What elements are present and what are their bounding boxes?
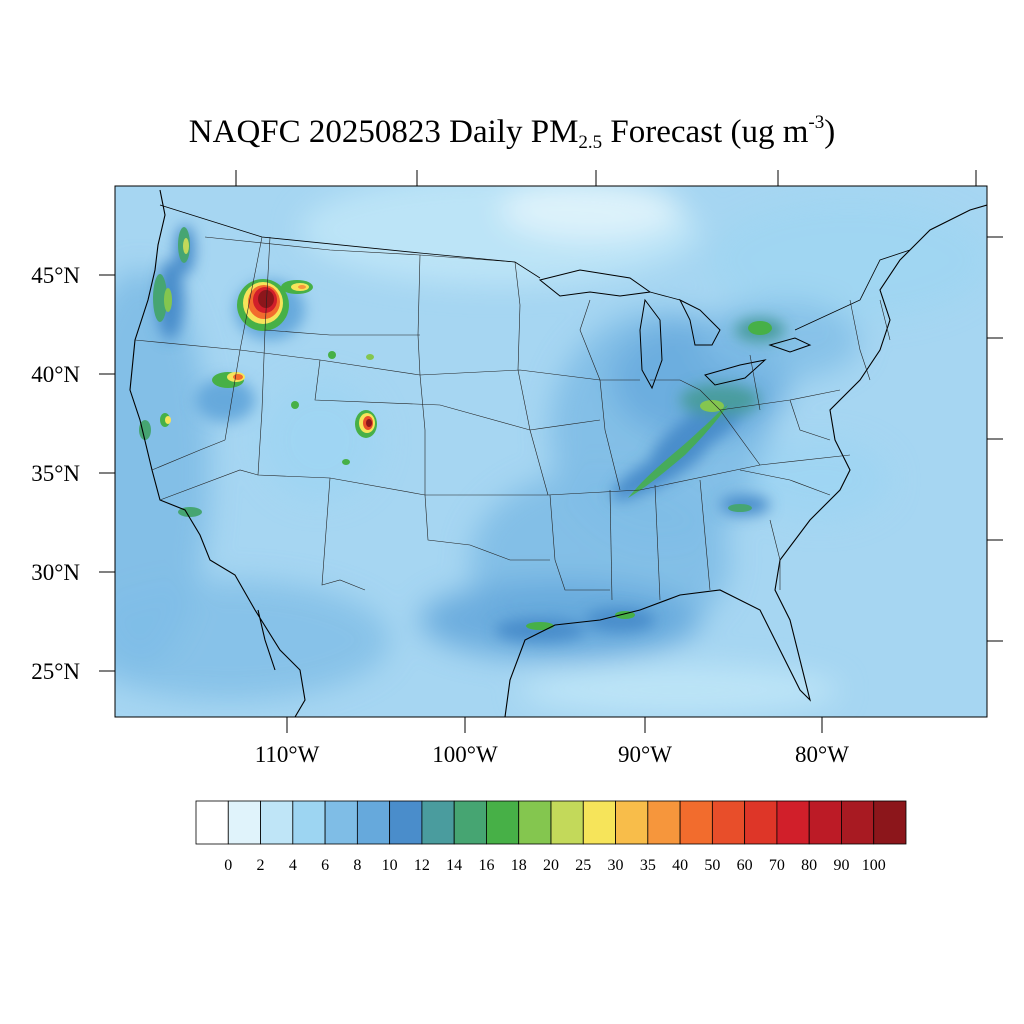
colorbar-label: 14 bbox=[446, 857, 462, 874]
colorbar-swatch bbox=[356, 800, 391, 845]
colorbar-swatch bbox=[292, 800, 326, 845]
lon-label-110w: 110°W bbox=[255, 742, 320, 767]
colorbar-swatch bbox=[486, 800, 520, 845]
colorbar-swatch bbox=[841, 800, 875, 845]
lat-label-30: 30°N bbox=[31, 560, 80, 585]
colorbar-label: 30 bbox=[608, 857, 624, 874]
colorbar-label: 35 bbox=[640, 857, 656, 874]
map-frame bbox=[114, 185, 988, 718]
colorbar-label: 8 bbox=[353, 857, 361, 874]
colorbar-label: 100 bbox=[862, 857, 886, 874]
lon-label-90w: 90°W bbox=[618, 742, 672, 767]
colorbar-swatch bbox=[808, 800, 842, 845]
colorbar-swatch bbox=[518, 800, 552, 845]
colorbar-label: 16 bbox=[478, 857, 494, 874]
colorbar-swatch bbox=[453, 800, 487, 845]
colorbar-label: 10 bbox=[382, 857, 398, 874]
colorbar-swatch bbox=[227, 800, 261, 845]
lat-label-40: 40°N bbox=[31, 362, 80, 387]
latitude-labels: 25°N 30°N 35°N 40°N 45°N bbox=[31, 263, 80, 684]
colorbar-swatch bbox=[421, 800, 455, 845]
colorbar-swatch bbox=[615, 800, 649, 845]
colorbar-label: 90 bbox=[833, 857, 849, 874]
colorbar-swatch bbox=[195, 800, 229, 845]
colorbar-swatch bbox=[324, 800, 358, 845]
concentration-field bbox=[115, 186, 987, 717]
colorbar-swatch bbox=[679, 800, 713, 845]
colorbar-label: 2 bbox=[257, 857, 265, 874]
colorbar-label: 60 bbox=[737, 857, 753, 874]
state-boundaries bbox=[134, 236, 891, 601]
colorbar-swatch bbox=[582, 800, 616, 845]
lat-label-25: 25°N bbox=[31, 659, 80, 684]
colorbar-swatch bbox=[550, 800, 584, 845]
colorbar-label: 25 bbox=[575, 857, 591, 874]
colorbar-swatch bbox=[776, 800, 810, 845]
colorbar-label: 4 bbox=[289, 857, 297, 874]
colorbar-label: 12 bbox=[414, 857, 430, 874]
colorbar-swatch bbox=[744, 800, 778, 845]
colorbar-swatch bbox=[711, 800, 746, 845]
colorbar: 0 2 4 6 8 10 12 14 16 18 20 25 30 35 40 50 60 70 80 90 100 bbox=[195, 800, 907, 874]
colorbar-label: 80 bbox=[801, 857, 817, 874]
colorbar-label: 6 bbox=[321, 857, 329, 874]
map-title: NAQFC 20250823 Daily PM2.5 Forecast (ug … bbox=[188, 112, 836, 153]
colorbar-swatch bbox=[260, 800, 294, 845]
great-lakes bbox=[538, 269, 812, 390]
longitude-labels: 110°W 100°W 90°W 80°W bbox=[255, 742, 850, 767]
canada-border bbox=[159, 204, 911, 331]
colorbar-label: 18 bbox=[511, 857, 527, 874]
colorbar-label: 20 bbox=[543, 857, 559, 874]
lat-label-35: 35°N bbox=[31, 461, 80, 486]
colorbar-swatch bbox=[389, 800, 423, 845]
colorbar-label: 0 bbox=[224, 857, 232, 874]
colorbar-label: 40 bbox=[672, 857, 688, 874]
pm-subscript: 2.5 bbox=[578, 132, 603, 153]
tick-marks bbox=[99, 170, 1003, 733]
lon-label-80w: 80°W bbox=[795, 742, 849, 767]
unit-exponent: -3 bbox=[808, 112, 825, 133]
lon-label-100w: 100°W bbox=[432, 742, 498, 767]
wildfire-hotspots bbox=[165, 279, 377, 465]
colorbar-swatch bbox=[873, 800, 907, 845]
lat-label-45: 45°N bbox=[31, 263, 80, 288]
colorbar-label: 50 bbox=[704, 857, 720, 874]
colorbar-swatch bbox=[647, 800, 681, 845]
colorbar-label: 70 bbox=[769, 857, 785, 874]
